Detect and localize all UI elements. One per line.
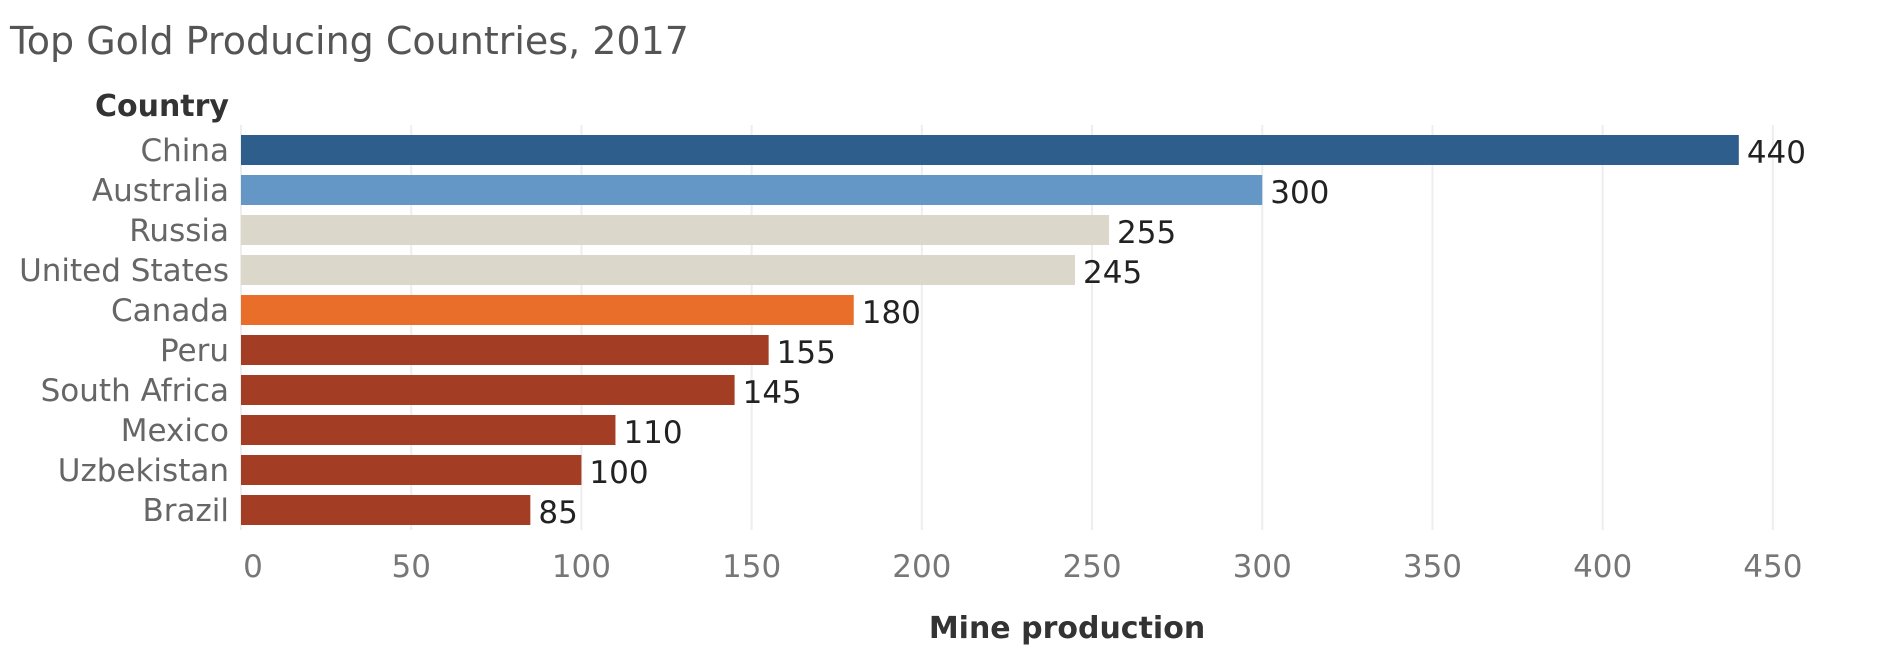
x-tick-label: 50 — [391, 549, 430, 585]
x-tick-label: 450 — [1743, 549, 1802, 585]
bar-uzbekistan — [241, 455, 582, 485]
data-label: 440 — [1747, 135, 1806, 171]
data-label: 180 — [862, 295, 921, 331]
category-labels: China Australia Russia United States Canada P… — [19, 133, 229, 529]
category-label: Russia — [129, 213, 229, 249]
x-tick-label: 150 — [722, 549, 781, 585]
bar-united-states — [241, 255, 1076, 285]
value-labels: 440 300 255 245 180 155 145 110 100 85 — [538, 135, 1806, 531]
x-axis-title: Mine production — [929, 611, 1205, 646]
bars — [241, 135, 1739, 525]
x-tick-label: 200 — [892, 549, 951, 585]
bar-australia — [241, 175, 1263, 205]
data-label: 100 — [589, 455, 648, 491]
data-label: 255 — [1117, 215, 1176, 251]
data-label: 145 — [743, 375, 802, 411]
chart-title: Top Gold Producing Countries, 2017 — [9, 19, 689, 63]
x-tick-label: 100 — [552, 549, 611, 585]
category-label: China — [140, 133, 229, 169]
data-label: 155 — [777, 335, 836, 371]
category-label: Australia — [92, 173, 229, 209]
category-label: Uzbekistan — [58, 453, 229, 489]
data-label: 85 — [538, 495, 577, 531]
x-axis-ticks: 0 50 100 150 200 250 300 350 400 450 — [243, 549, 1802, 585]
x-tick-label: 400 — [1573, 549, 1632, 585]
bar-china — [241, 135, 1739, 165]
data-label: 110 — [623, 415, 682, 451]
category-label: Peru — [160, 333, 229, 369]
x-tick-label: 300 — [1233, 549, 1292, 585]
category-label: Canada — [111, 293, 229, 329]
data-label: 245 — [1083, 255, 1142, 291]
data-label: 300 — [1270, 175, 1329, 211]
bar-canada — [241, 295, 854, 325]
bar-brazil — [241, 495, 531, 525]
bar-south-africa — [241, 375, 735, 405]
category-label: South Africa — [41, 373, 229, 409]
bar-russia — [241, 215, 1110, 245]
category-label: Brazil — [142, 493, 229, 529]
bar-mexico — [241, 415, 616, 445]
x-tick-label: 350 — [1403, 549, 1462, 585]
category-label: Mexico — [121, 413, 229, 449]
row-header: Country — [95, 89, 229, 124]
x-tick-label: 250 — [1062, 549, 1121, 585]
bar-peru — [241, 335, 769, 365]
category-label: United States — [19, 253, 229, 289]
x-tick-label: 0 — [243, 549, 263, 585]
